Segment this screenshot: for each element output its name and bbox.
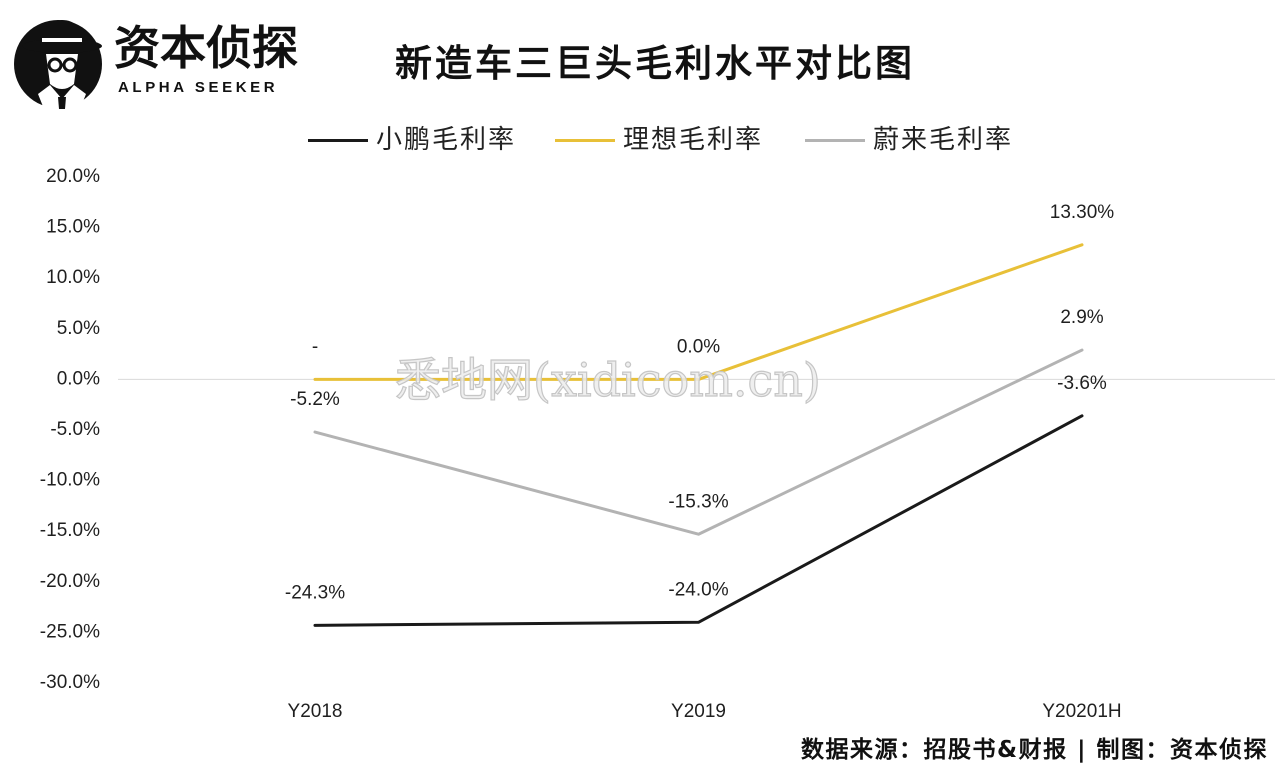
- legend-item: 蔚来毛利率: [805, 124, 1013, 156]
- data-label: -5.2%: [290, 389, 340, 410]
- data-label: 13.30%: [1050, 202, 1115, 223]
- brand-name: 资本侦探: [114, 21, 298, 75]
- detective-logo-icon: [14, 20, 102, 109]
- legend-label: 理想毛利率: [623, 125, 764, 155]
- y-tick-label: 15.0%: [46, 217, 100, 238]
- data-label: -: [312, 336, 318, 357]
- legend-swatch: [805, 138, 865, 142]
- y-tick-label: -25.0%: [40, 621, 100, 642]
- legend-label: 蔚来毛利率: [873, 125, 1014, 155]
- watermark: 悉地网(xidicom.cn): [394, 352, 821, 407]
- y-tick-label: -20.0%: [40, 571, 100, 592]
- legend-swatch: [555, 138, 615, 142]
- data-label: 0.0%: [677, 336, 720, 357]
- source-note: 数据来源：招股书&财报 | 制图：资本侦探: [801, 737, 1268, 763]
- data-label: -24.3%: [285, 582, 345, 603]
- data-label: -3.6%: [1057, 373, 1107, 394]
- legend-item: 小鹏毛利率: [308, 124, 516, 156]
- series-line-3: [313, 348, 1084, 536]
- chart-title: 新造车三巨头毛利水平对比图: [395, 42, 915, 85]
- brand-tagline: ALPHA SEEKER: [118, 79, 279, 96]
- y-tick-label: 5.0%: [57, 318, 100, 339]
- series-line-1: [313, 414, 1084, 627]
- x-tick-label: Y2018: [288, 701, 343, 722]
- y-tick-label: 0.0%: [57, 368, 100, 389]
- y-tick-label: -30.0%: [40, 672, 100, 693]
- data-label: -15.3%: [668, 491, 728, 512]
- series-line-2: [313, 243, 1084, 381]
- y-tick-label: -10.0%: [40, 470, 100, 491]
- legend-label: 小鹏毛利率: [376, 125, 517, 155]
- y-tick-label: -15.0%: [40, 520, 100, 541]
- y-tick-label: 20.0%: [46, 166, 100, 187]
- legend-swatch: [308, 138, 368, 142]
- x-tick-label: Y20201H: [1042, 701, 1121, 722]
- y-tick-label: -5.0%: [50, 419, 100, 440]
- y-tick-label: 10.0%: [46, 267, 100, 288]
- data-label: 2.9%: [1060, 307, 1103, 328]
- x-tick-label: Y2019: [671, 701, 726, 722]
- legend-item: 理想毛利率: [555, 124, 763, 156]
- data-label: -24.0%: [668, 579, 728, 600]
